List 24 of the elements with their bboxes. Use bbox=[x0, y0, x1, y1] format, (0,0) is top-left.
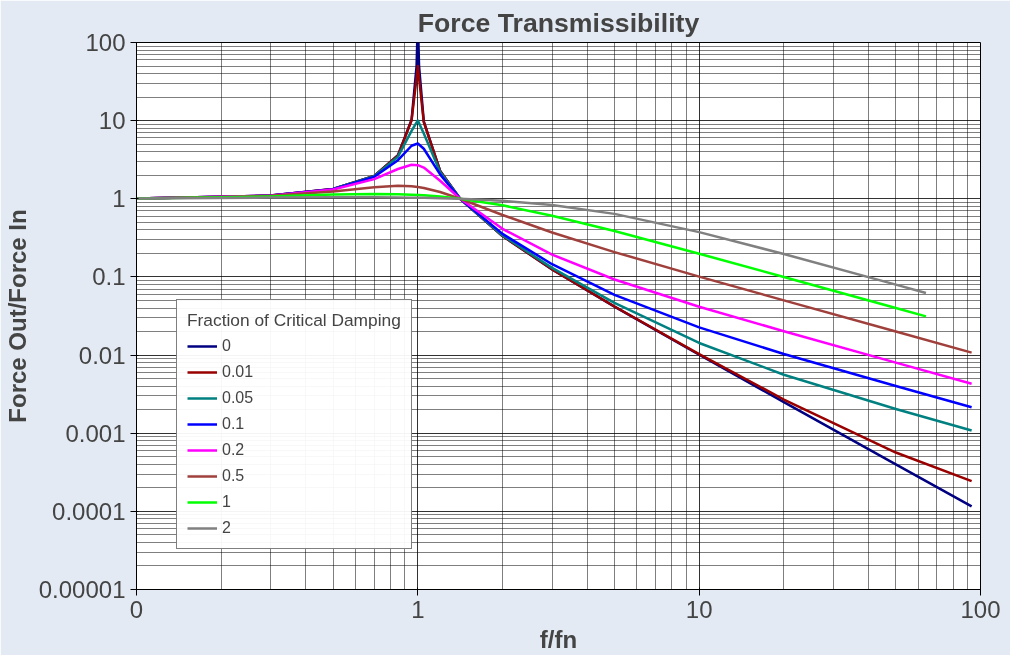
legend-label: 0.01 bbox=[222, 363, 254, 381]
y-tick-label: 0.00001 bbox=[38, 576, 126, 603]
y-tick-label: 0.0001 bbox=[52, 497, 126, 525]
chart-title: Force Transmissibility bbox=[417, 7, 700, 38]
x-tick-label: 10 bbox=[685, 595, 713, 623]
y-tick-label: 100 bbox=[85, 29, 126, 56]
legend-label: 0 bbox=[222, 337, 232, 355]
legend-label: 1 bbox=[222, 493, 232, 511]
legend-label: 0.1 bbox=[222, 415, 245, 433]
legend-label: 2 bbox=[222, 519, 232, 537]
x-tick-label: 0 bbox=[129, 595, 144, 623]
legend-title: Fraction of Critical Damping bbox=[187, 310, 401, 331]
legend-label: 0.5 bbox=[222, 467, 245, 485]
x-axis-title: f/fn bbox=[539, 625, 578, 653]
y-axis-title: Force Out/Force In bbox=[3, 209, 31, 423]
y-tick-label: 10 bbox=[98, 107, 126, 135]
y-tick-label: 1 bbox=[112, 185, 126, 213]
y-tick-label: 0.01 bbox=[78, 341, 126, 369]
legend-label: 0.05 bbox=[222, 389, 254, 407]
y-tick-label: 0.001 bbox=[65, 419, 126, 447]
x-tick-label: 1 bbox=[411, 595, 425, 623]
x-tick-label: 100 bbox=[960, 595, 1001, 623]
legend-label: 0.2 bbox=[222, 441, 245, 459]
y-tick-label: 0.1 bbox=[92, 263, 126, 291]
